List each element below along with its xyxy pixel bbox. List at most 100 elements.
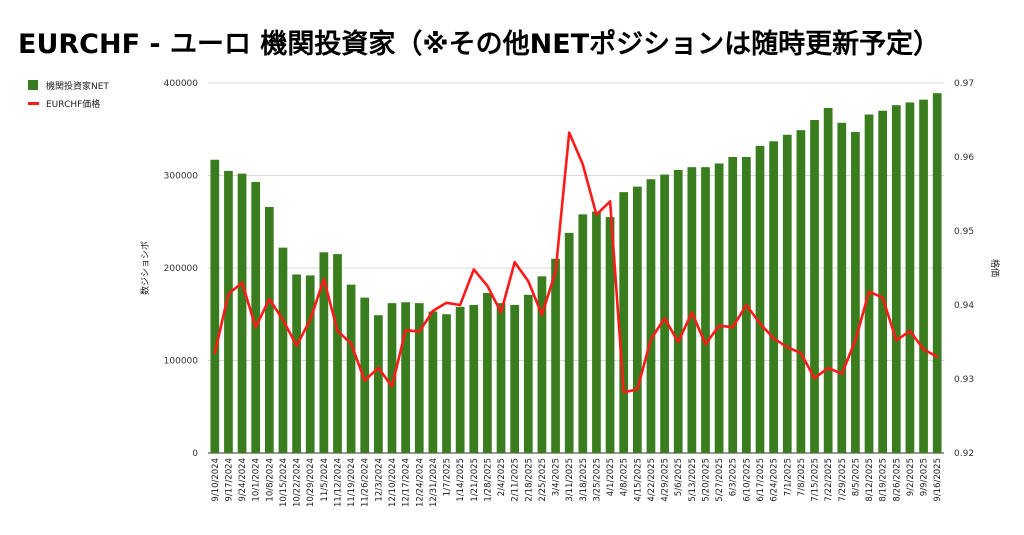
x-tick-label: 7/15/2025 xyxy=(811,458,821,502)
bar xyxy=(632,186,642,453)
x-tick-label: 9/17/2024 xyxy=(224,458,234,502)
x-tick-label: 7/1/2025 xyxy=(783,458,793,496)
x-tick-label: 9/24/2024 xyxy=(238,458,248,502)
bar xyxy=(305,275,315,453)
x-tick-label: 11/26/2024 xyxy=(361,458,371,507)
bar xyxy=(374,315,383,453)
y-tick-label-left: 0 xyxy=(192,449,198,459)
x-tick-label: 2/4/2025 xyxy=(497,458,507,496)
bar xyxy=(701,167,710,454)
bar xyxy=(660,174,669,453)
bar xyxy=(714,163,724,453)
x-tick-label: 10/15/2024 xyxy=(279,458,289,507)
x-tick-label: 1/14/2025 xyxy=(456,458,466,502)
bar xyxy=(483,292,492,453)
bar xyxy=(319,252,329,453)
bar xyxy=(864,114,874,453)
x-tick-label: 9/9/2025 xyxy=(920,458,930,496)
y-axis-title-left: 数ジショシボ xyxy=(139,241,151,295)
bar xyxy=(414,303,424,453)
legend-swatch-line xyxy=(28,101,39,105)
bar xyxy=(551,258,560,453)
x-tick-label: 6/3/2025 xyxy=(729,458,739,496)
y-tick-label-right: 0.95 xyxy=(954,227,974,237)
bar xyxy=(932,93,942,454)
y-tick-label-left: 300000 xyxy=(164,172,199,182)
x-tick-label: 4/15/2025 xyxy=(633,458,643,502)
x-tick-label: 8/12/2025 xyxy=(865,458,875,502)
x-tick-label: 5/20/2025 xyxy=(702,458,712,502)
x-tick-label: 9/16/2025 xyxy=(933,458,943,502)
bar xyxy=(851,132,860,453)
bar xyxy=(442,314,451,453)
y-tick-label-left: 100000 xyxy=(164,357,199,367)
bar xyxy=(673,169,683,453)
x-tick-label: 4/8/2025 xyxy=(620,458,630,496)
legend-item-price: EURCHF価格 xyxy=(28,95,109,111)
y-axis-title-right: 格価 xyxy=(989,259,1001,277)
x-tick-label: 11/5/2024 xyxy=(320,458,330,502)
x-tick-label: 1/28/2025 xyxy=(483,458,493,502)
bar xyxy=(592,211,601,453)
bar xyxy=(578,214,588,453)
bar xyxy=(346,284,356,453)
x-tick-label: 8/19/2025 xyxy=(879,458,889,502)
y-tick-label-right: 0.96 xyxy=(954,153,974,163)
x-tick-label: 1/21/2025 xyxy=(470,458,480,502)
bar xyxy=(755,145,765,453)
x-tick-label: 12/24/2024 xyxy=(415,458,425,507)
x-tick-label: 2/18/2025 xyxy=(524,458,534,502)
x-tick-label: 9/2/2025 xyxy=(906,458,916,496)
x-tick-label: 10/8/2024 xyxy=(265,458,275,502)
bar xyxy=(905,102,915,454)
bar xyxy=(782,134,792,454)
bar xyxy=(564,232,574,453)
x-tick-label: 5/6/2025 xyxy=(674,458,684,496)
bar xyxy=(537,276,547,453)
price-line xyxy=(213,131,939,394)
bar xyxy=(878,110,888,453)
legend-item-net: 機関投資家NET xyxy=(28,77,109,93)
legend: 機関投資家NET EURCHF価格 xyxy=(28,77,109,113)
legend-label-price: EURCHF価格 xyxy=(46,99,101,110)
y-tick-label-right: 0.97 xyxy=(954,79,974,89)
x-tick-label: 10/22/2024 xyxy=(293,458,303,507)
bar xyxy=(810,120,819,453)
bar xyxy=(823,107,833,453)
x-tick-label: 7/8/2025 xyxy=(797,458,807,496)
chart-title: EURCHF - ユーロ 機関投資家（※その他NETポジションは随時更新予定） xyxy=(18,29,941,60)
y-tick-label-left: 400000 xyxy=(164,79,199,89)
bar xyxy=(455,306,465,453)
x-tick-label: 1/7/2025 xyxy=(443,458,453,496)
bar xyxy=(837,122,847,454)
y-tick-label-right: 0.92 xyxy=(954,449,974,459)
x-tick-label: 12/10/2024 xyxy=(388,458,398,507)
bar xyxy=(278,247,288,453)
x-tick-label: 2/11/2025 xyxy=(511,458,521,502)
bar xyxy=(891,105,901,453)
bar xyxy=(919,99,928,454)
x-tick-label: 5/27/2025 xyxy=(715,458,725,502)
bar xyxy=(796,130,806,454)
x-tick-label: 7/29/2025 xyxy=(838,458,848,502)
legend-label-net: 機関投資家NET xyxy=(46,81,109,92)
x-tick-label: 3/4/2025 xyxy=(552,458,562,496)
bar xyxy=(210,159,220,453)
bar xyxy=(496,303,506,453)
x-tick-label: 5/13/2025 xyxy=(688,458,698,502)
bar xyxy=(401,302,410,453)
x-tick-label: 3/11/2025 xyxy=(565,458,575,502)
x-tick-label: 2/25/2025 xyxy=(538,458,548,502)
bar xyxy=(428,311,438,453)
x-tick-label: 6/10/2025 xyxy=(742,458,752,502)
bar xyxy=(264,206,274,453)
y-tick-label-right: 0.93 xyxy=(954,375,974,385)
x-tick-label: 4/29/2025 xyxy=(661,458,671,502)
x-tick-label: 4/1/2025 xyxy=(606,458,616,496)
bar xyxy=(619,192,629,453)
x-tick-label: 12/31/2024 xyxy=(429,458,439,507)
x-tick-label: 8/5/2025 xyxy=(851,458,861,496)
x-tick-label: 3/18/2025 xyxy=(579,458,589,502)
bar xyxy=(224,170,233,453)
